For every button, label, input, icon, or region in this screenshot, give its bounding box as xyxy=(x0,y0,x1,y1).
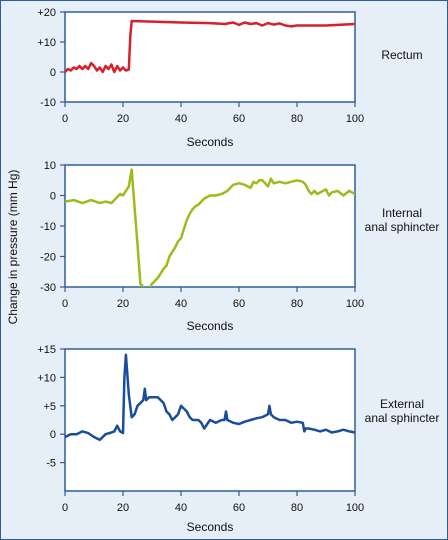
panel-2-ytick-label: -20 xyxy=(40,252,56,264)
panel-3-xtick-label: 0 xyxy=(62,502,68,514)
panel-1-series-line xyxy=(65,19,355,74)
panel-1-plot-area xyxy=(64,11,356,103)
panel-3-xtick-label: 80 xyxy=(291,502,303,514)
panel-2-panel-label-line: anal sphincter xyxy=(365,220,440,234)
panel-3-xtick-label: 100 xyxy=(346,502,364,514)
panel-2-plot-area xyxy=(64,164,356,288)
panel-3-series-line xyxy=(65,353,355,442)
panel-3: +15 +10 +5 0 -5 0 20 40 60 80 100 Seconds External an… xyxy=(37,344,439,534)
panel-3-ytick-label: +10 xyxy=(37,372,56,384)
panel-3-xtick-label: 20 xyxy=(117,502,129,514)
panel-2-ytick-label: 10 xyxy=(44,160,56,172)
panel-2-panel-label: Internal anal sphincter xyxy=(365,206,440,234)
panel-2-xtick-label: 80 xyxy=(291,298,303,310)
panel-2-xtick-label: 60 xyxy=(233,298,245,310)
panel-1-xtick-label: 0 xyxy=(62,113,68,125)
panel-2-ytick-label: -30 xyxy=(40,282,56,294)
panel-1-xlabel: Seconds xyxy=(187,135,234,149)
panel-1-ytick-label: 0 xyxy=(50,67,56,79)
panel-2-xtick-label: 0 xyxy=(62,298,68,310)
panel-3-ytick-label: -5 xyxy=(46,458,56,470)
panel-1: +20 +10 0 -10 0 20 40 60 80 100 Seconds Rectum xyxy=(37,7,422,149)
panel-1-panel-label-line: Rectum xyxy=(381,48,422,62)
panel-3-panel-label-line: External xyxy=(380,397,424,411)
panel-1-xtick-label: 20 xyxy=(117,113,129,125)
panel-1-panel-label: Rectum xyxy=(381,48,422,62)
panel-3-panel-label-line: anal sphincter xyxy=(365,411,440,425)
panel-1-ytick-label: -10 xyxy=(40,97,56,109)
panel-3-xtick-label: 60 xyxy=(233,502,245,514)
panel-2-ytick-label: -10 xyxy=(40,221,56,233)
panel-3-ytick-label: +15 xyxy=(37,344,56,356)
panel-1-xtick-label: 80 xyxy=(291,113,303,125)
panel-1-xtick-label: 40 xyxy=(175,113,187,125)
panel-2-panel-label-line: Internal xyxy=(382,206,422,220)
panel-2-xtick-label: 100 xyxy=(346,298,364,310)
panel-2-xlabel: Seconds xyxy=(187,319,234,333)
panel-3-xlabel: Seconds xyxy=(187,520,234,534)
panel-1-ytick-label: +10 xyxy=(37,37,56,49)
panel-1-xtick-label: 100 xyxy=(346,113,364,125)
panel-3-ytick-label: 0 xyxy=(50,429,56,441)
panel-2-xtick-label: 40 xyxy=(175,298,187,310)
panel-2-xtick-label: 20 xyxy=(117,298,129,310)
panel-1-xtick-label: 60 xyxy=(233,113,245,125)
panel-3-panel-label: External anal sphincter xyxy=(365,397,440,425)
panel-1-ytick-label: +20 xyxy=(37,7,56,19)
panel-2-series-line xyxy=(65,168,355,287)
panel-3-xtick-label: 40 xyxy=(175,502,187,514)
panel-3-ytick-label: +5 xyxy=(43,401,56,413)
shared-ylabel: Change in pressure (mm Hg) xyxy=(6,170,20,325)
panel-2-ytick-label: 0 xyxy=(50,191,56,203)
